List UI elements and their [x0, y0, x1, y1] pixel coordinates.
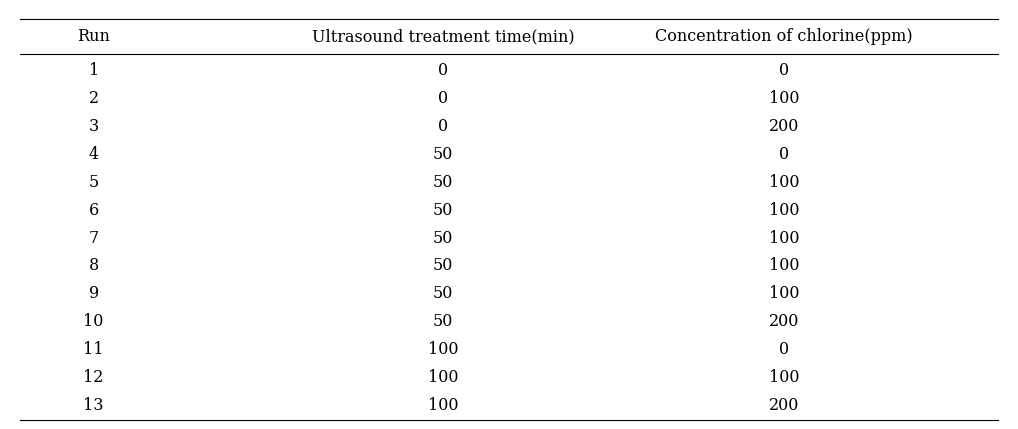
Text: 50: 50	[433, 257, 453, 275]
Text: 11: 11	[83, 341, 104, 358]
Text: Ultrasound treatment time(min): Ultrasound treatment time(min)	[312, 28, 574, 45]
Text: 0: 0	[438, 62, 448, 79]
Text: 7: 7	[89, 230, 99, 247]
Text: 100: 100	[769, 174, 799, 191]
Text: 3: 3	[89, 118, 99, 135]
Text: 12: 12	[83, 369, 104, 386]
Text: 0: 0	[779, 341, 789, 358]
Text: 6: 6	[89, 202, 99, 219]
Text: 100: 100	[769, 257, 799, 275]
Text: 200: 200	[769, 397, 799, 414]
Text: 13: 13	[83, 397, 104, 414]
Text: 0: 0	[779, 62, 789, 79]
Text: 50: 50	[433, 146, 453, 163]
Text: 100: 100	[428, 369, 458, 386]
Text: 10: 10	[83, 313, 104, 330]
Text: 100: 100	[769, 230, 799, 247]
Text: 200: 200	[769, 313, 799, 330]
Text: 200: 200	[769, 118, 799, 135]
Text: 100: 100	[428, 341, 458, 358]
Text: 50: 50	[433, 230, 453, 247]
Text: Concentration of chlorine(ppm): Concentration of chlorine(ppm)	[655, 28, 913, 45]
Text: 100: 100	[769, 285, 799, 302]
Text: 4: 4	[89, 146, 99, 163]
Text: 50: 50	[433, 174, 453, 191]
Text: 5: 5	[89, 174, 99, 191]
Text: 0: 0	[438, 90, 448, 107]
Text: 8: 8	[89, 257, 99, 275]
Text: 2: 2	[89, 90, 99, 107]
Text: 0: 0	[779, 146, 789, 163]
Text: 9: 9	[89, 285, 99, 302]
Text: 50: 50	[433, 313, 453, 330]
Text: 50: 50	[433, 285, 453, 302]
Text: 100: 100	[769, 369, 799, 386]
Text: Run: Run	[77, 28, 110, 45]
Text: 0: 0	[438, 118, 448, 135]
Text: 1: 1	[89, 62, 99, 79]
Text: 100: 100	[769, 90, 799, 107]
Text: 100: 100	[769, 202, 799, 219]
Text: 100: 100	[428, 397, 458, 414]
Text: 50: 50	[433, 202, 453, 219]
